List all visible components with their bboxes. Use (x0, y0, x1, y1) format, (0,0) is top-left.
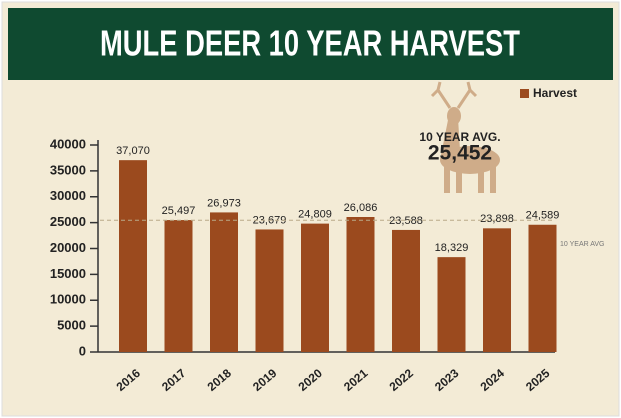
value-label: 37,070 (116, 145, 150, 157)
average-value: 25,452 (428, 142, 492, 165)
average-title: 10 YEAR AVG. (419, 130, 500, 144)
y-tick-label: 40000 (50, 136, 86, 151)
chart-title: MULE DEER 10 YEAR HARVEST (100, 23, 520, 64)
value-label: 26,086 (344, 202, 378, 214)
value-label: 26,973 (207, 197, 241, 209)
deer-icon (430, 81, 500, 193)
bar (164, 220, 193, 352)
bar (528, 224, 557, 352)
bar (346, 217, 375, 352)
bar (301, 223, 329, 352)
value-label: 24,809 (298, 209, 332, 221)
legend-swatch (520, 89, 529, 98)
bar (210, 212, 238, 352)
value-label: 18,329 (435, 242, 469, 254)
y-tick-label: 0 (79, 343, 86, 358)
value-label: 23,588 (389, 215, 423, 227)
y-tick-label: 20000 (50, 240, 86, 255)
value-label: 24,589 (526, 210, 560, 222)
value-label: 23,898 (480, 213, 514, 225)
bar (392, 229, 420, 352)
bar (437, 257, 466, 352)
bar (119, 160, 147, 352)
y-tick-label: 35000 (50, 162, 86, 177)
y-tick-label: 30000 (50, 188, 86, 203)
average-line-label: 10 YEAR AVG (560, 241, 605, 248)
y-tick-label: 10000 (50, 292, 86, 307)
bar (255, 229, 284, 352)
legend-label: Harvest (533, 86, 577, 100)
y-tick-label: 25000 (50, 214, 86, 229)
y-tick-label: 15000 (50, 266, 86, 281)
value-label: 25,497 (162, 205, 196, 217)
header (8, 8, 613, 80)
y-tick-label: 5000 (57, 318, 86, 333)
bar (483, 228, 511, 352)
